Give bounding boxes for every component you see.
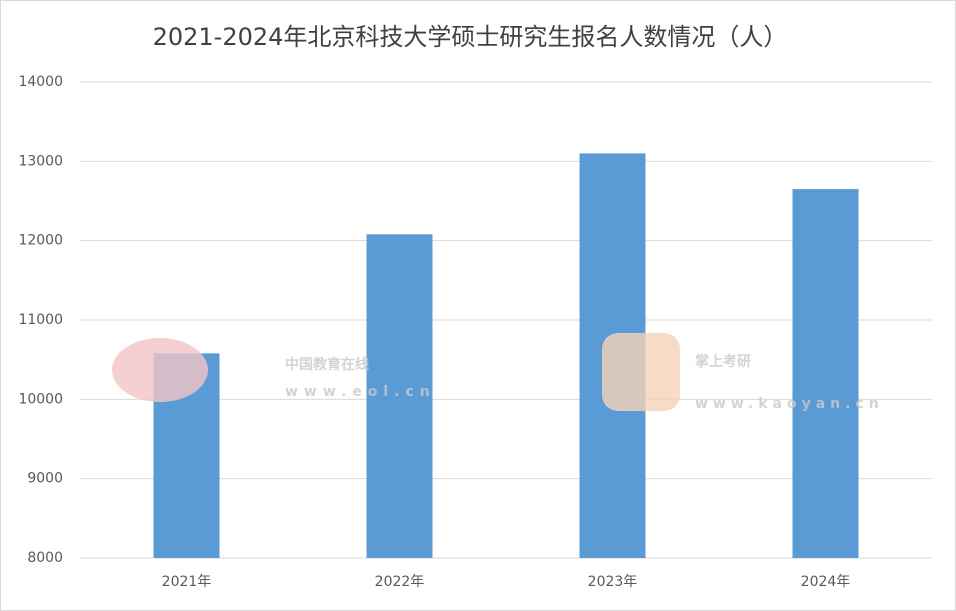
x-tick-label: 2023年 [588, 574, 638, 590]
x-tick-label: 2021年 [162, 574, 212, 590]
x-tick-label: 2022年 [375, 574, 425, 590]
bar [366, 234, 433, 558]
y-tick-label: 10000 [18, 391, 63, 407]
watermark-text: 掌上考研 [695, 353, 751, 370]
watermark-logo [602, 333, 680, 411]
y-tick-label: 13000 [18, 153, 63, 169]
chart-title: 2021-2024年北京科技大学硕士研究生报名人数情况（人） [153, 23, 788, 51]
watermark-text: www.eol.cn [285, 384, 436, 400]
x-tick-label: 2024年 [801, 574, 851, 590]
y-tick-label: 11000 [18, 312, 63, 328]
y-tick-label: 14000 [18, 74, 63, 90]
y-tick-label: 12000 [18, 233, 63, 249]
watermark: 中国教育在线 www.eol.cn 掌上考研 www.kaoyan.cn [112, 333, 884, 412]
watermark-text: 中国教育在线 [285, 356, 369, 373]
watermark-logo [112, 338, 208, 402]
watermark-text: www.kaoyan.cn [695, 396, 884, 412]
bar [792, 189, 859, 558]
y-tick-label: 9000 [27, 471, 63, 487]
y-tick-label: 8000 [27, 550, 63, 566]
